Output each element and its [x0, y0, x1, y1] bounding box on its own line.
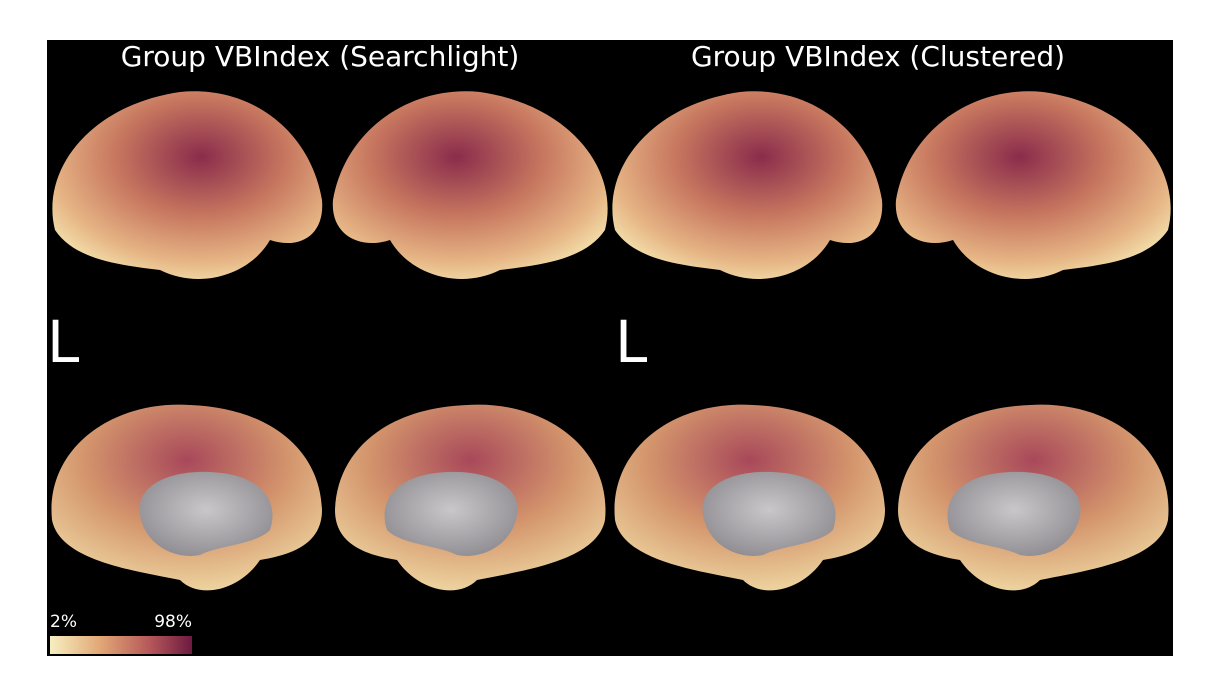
hemisphere-label: L [47, 308, 79, 376]
corpus-callosum [702, 471, 836, 556]
brain-lateral [332, 91, 608, 279]
hemisphere-label: L [615, 308, 647, 376]
brain-lateral [612, 91, 883, 279]
colorbar [50, 636, 192, 654]
brain-lateral [895, 91, 1171, 279]
corpus-callosum [384, 471, 518, 556]
panel-title: Group VBIndex (Clustered) [691, 40, 1065, 73]
corpus-callosum [947, 471, 1081, 556]
colorbar-max-label: 98% [154, 612, 192, 632]
corpus-callosum [139, 471, 273, 556]
brain-surfaces [51, 91, 1171, 591]
brain-lateral [52, 91, 323, 279]
colorbar-min-label: 2% [50, 612, 77, 632]
panel-title: Group VBIndex (Searchlight) [121, 40, 520, 73]
